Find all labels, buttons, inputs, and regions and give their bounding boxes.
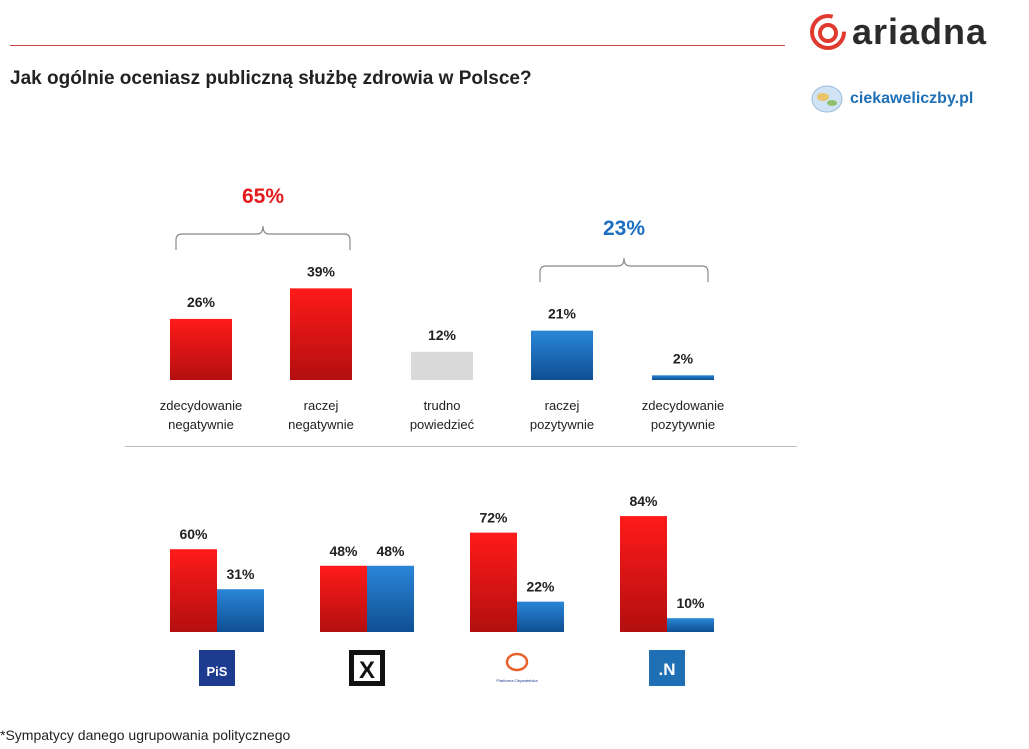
po-logo-icon (505, 652, 529, 672)
bar (217, 589, 264, 632)
data-label: 84% (629, 493, 658, 509)
nowoczesna-logo-text: .N (659, 660, 676, 679)
kukiz-logo-inner (354, 655, 380, 681)
data-label: 12% (428, 327, 457, 343)
data-label: 48% (376, 543, 405, 559)
kukiz-logo-text: X (359, 657, 375, 684)
category-label: powiedzieć (410, 417, 475, 432)
category-label: pozytywnie (530, 417, 594, 432)
bar (652, 375, 714, 380)
bar (620, 516, 667, 632)
brand-name: ariadna (852, 11, 988, 52)
data-label: 72% (479, 510, 508, 526)
bar (470, 532, 517, 632)
category-label: negatywnie (288, 417, 354, 432)
category-label: negatywnie (168, 417, 234, 432)
bar (170, 549, 217, 632)
section-divider (125, 446, 797, 447)
data-label: 31% (226, 566, 255, 582)
nowoczesna-logo-icon (649, 650, 685, 686)
data-label: 26% (187, 294, 216, 310)
data-label: 39% (307, 263, 336, 279)
bar (367, 565, 414, 632)
category-label: zdecydowanie (642, 398, 724, 413)
negative-total: 65% (242, 185, 284, 208)
category-label: trudno (424, 398, 461, 413)
ariadna-logo: ariadna (808, 12, 987, 52)
bar (517, 601, 564, 632)
site-name: ciekaweliczby.pl (850, 90, 974, 107)
bar (411, 351, 473, 380)
data-label: 22% (526, 579, 555, 595)
bar (170, 318, 232, 380)
header-rule (10, 45, 785, 46)
bar (320, 565, 367, 632)
category-label: raczej (304, 398, 339, 413)
pis-logo-text: PiS (207, 664, 228, 679)
category-label: raczej (545, 398, 580, 413)
positive-bracket (539, 257, 709, 282)
site-link[interactable]: ciekaweliczby.pl (810, 84, 973, 114)
bar (531, 330, 593, 380)
category-label: pozytywnie (651, 417, 715, 432)
globe-icon (811, 85, 843, 113)
po-logo-text: Platforma Obywatelska (496, 678, 538, 683)
data-label: 48% (329, 543, 358, 559)
category-label: zdecydowanie (160, 398, 242, 413)
footnote: *Sympatycy danego ugrupowania polityczne… (0, 727, 291, 743)
bar (667, 618, 714, 632)
data-label: 10% (676, 595, 705, 611)
positive-total: 23% (603, 217, 645, 240)
page-title: Jak ogólnie oceniasz publiczną służbę zd… (10, 68, 532, 89)
data-label: 2% (673, 350, 694, 366)
bar (290, 288, 352, 380)
negative-bracket (175, 225, 351, 250)
pis-logo-icon (199, 650, 235, 686)
data-label: 60% (179, 526, 208, 542)
data-label: 21% (548, 306, 577, 322)
ariadna-swirl-icon (810, 14, 846, 50)
